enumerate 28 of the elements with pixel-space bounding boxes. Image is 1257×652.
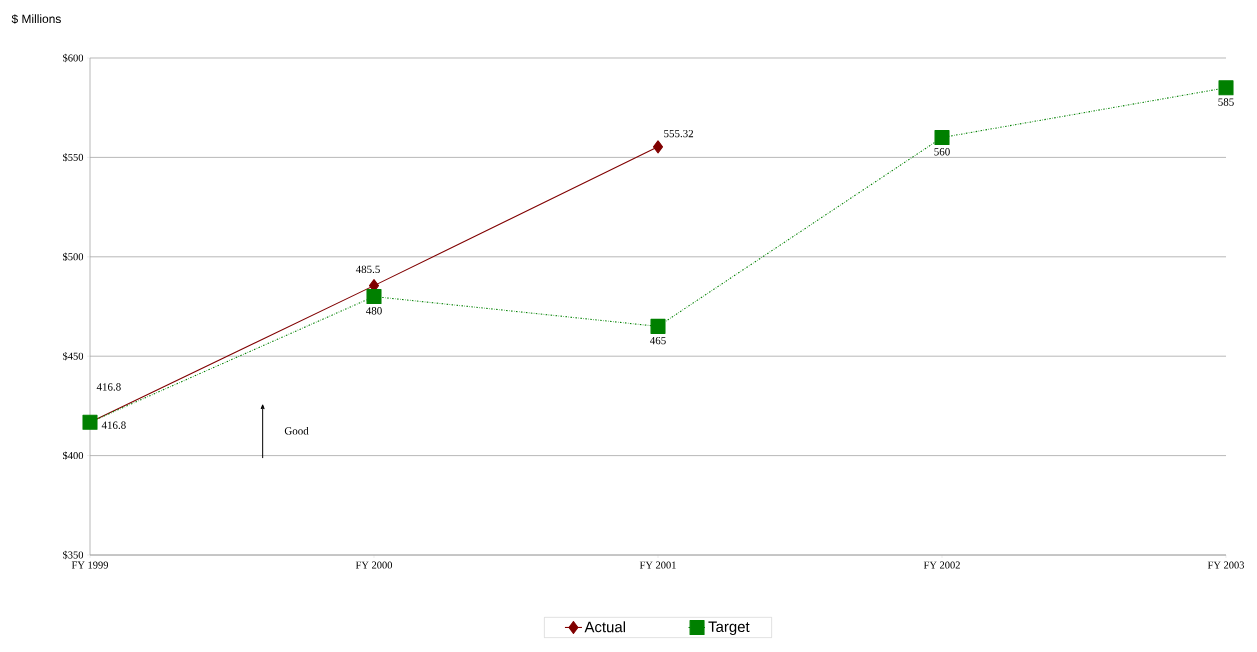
x-tick-label: FY 2000 <box>355 561 393 569</box>
data-label: 555.32 <box>664 129 694 138</box>
x-tick-label: FY 2002 <box>923 561 960 569</box>
x-tick-label: FY 2001 <box>639 561 676 569</box>
point <box>366 289 382 305</box>
data-label: 485.5 <box>355 265 380 274</box>
y-tick-label: $450 <box>63 352 84 361</box>
data-label: 480 <box>366 307 382 315</box>
point <box>934 129 950 146</box>
data-label: 560 <box>934 148 950 156</box>
y-tick-label: $500 <box>63 252 84 261</box>
data-label: 416.8 <box>96 383 121 391</box>
y-tick-label: $600 <box>63 53 84 63</box>
point <box>1218 80 1234 96</box>
y-tick-label: $350 <box>63 550 84 560</box>
y-tick-label: $400 <box>63 451 84 460</box>
data-label: 465 <box>650 336 666 345</box>
annotation: Good <box>284 426 309 435</box>
x-tick-label: FY 2003 <box>1207 561 1245 569</box>
y-tick-label: $550 <box>63 153 84 162</box>
point <box>650 318 666 334</box>
y-axis-title: $ Millions <box>11 14 61 24</box>
point <box>652 140 664 154</box>
x-tick-label: FY 1999 <box>71 561 109 569</box>
data-label: 416.8 <box>101 421 126 429</box>
legend-label: Actual <box>584 621 625 633</box>
data-label: 585 <box>1218 98 1234 106</box>
legend-label: Target <box>708 621 750 635</box>
